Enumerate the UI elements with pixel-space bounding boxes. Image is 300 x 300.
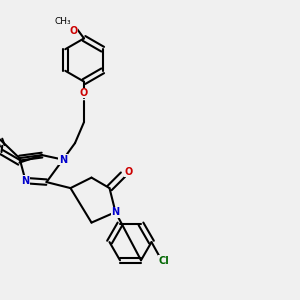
Text: O: O xyxy=(69,26,78,36)
Text: CH₃: CH₃ xyxy=(55,17,71,26)
Text: Cl: Cl xyxy=(159,256,170,266)
Text: N: N xyxy=(21,176,30,186)
Text: O: O xyxy=(124,167,133,177)
Text: N: N xyxy=(59,154,67,165)
Text: N: N xyxy=(111,207,120,217)
Text: O: O xyxy=(80,88,88,98)
